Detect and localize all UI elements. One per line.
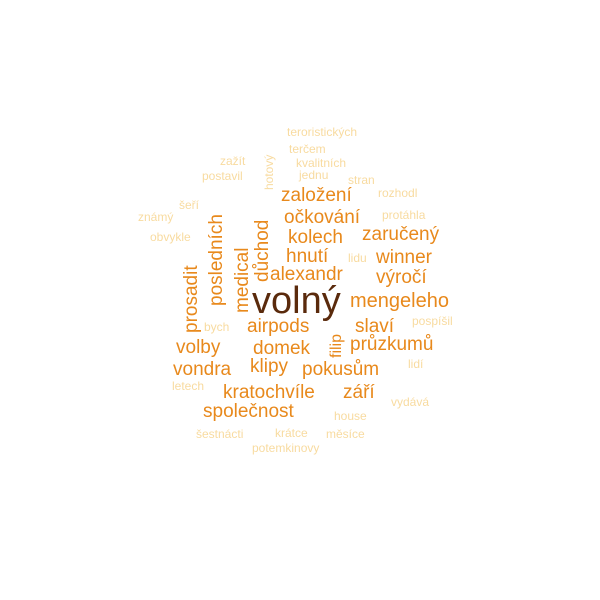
word-tercem: terčem [289,142,326,156]
word-kvalitnich: kvalitních [296,156,347,170]
word-lidu: lidu [348,251,367,265]
word-zalozeni: založení [281,185,352,206]
word-rozhodl: rozhodl [378,186,418,200]
word-zazit: zažít [220,154,246,168]
word-winner: winner [376,247,432,268]
word-prosadit: prosadit [181,265,202,333]
word-obvykle: obvykle [150,230,191,244]
word-vydava: vydává [391,395,430,409]
word-bych: bych [204,320,230,334]
word-vyroci: výročí [376,267,427,288]
word-poslednich: posledních [206,214,227,306]
word-sestnacti: šestnácti [196,427,244,441]
word-mesice: měsíce [326,427,365,441]
word-medical: medical [232,247,253,313]
word-slavi: slaví [355,316,395,337]
word-airpods: airpods [247,316,310,337]
word-volny: volný [252,280,341,322]
word-kratochvile: kratochvíle [223,382,315,403]
word-teroristickych: teroristických [287,125,358,139]
word-house: house [334,409,367,423]
word-pruzkumu: průzkumů [350,334,434,355]
word-domek: domek [253,338,311,359]
word-klipy: klipy [250,356,289,377]
word-lidi: lidí [408,357,424,371]
word-pospisil: pospíšil [412,314,453,328]
word-kratce: krátce [275,426,308,440]
word-volby: volby [176,337,221,358]
word-potemkinovy: potemkinovy [252,441,320,455]
word-vondra: vondra [173,359,232,380]
word-letech: letech [172,379,205,393]
word-hnuti: hnutí [286,246,329,267]
word-protahla: protáhla [382,208,426,222]
word-kolech: kolech [288,227,343,248]
word-zaruceny: zaručený [362,224,440,245]
word-spolecnost: společnost [203,401,294,422]
word-hotovy: hotový [262,154,276,190]
word-pokusum: pokusům [302,359,380,380]
word-stran: stran [348,173,375,187]
word-duchod: důchod [252,219,273,282]
word-alexandr: alexandr [270,264,343,285]
word-znamy: známý [138,210,174,224]
word-ockovani: očkování [284,207,361,228]
word-postavil: postavil [202,169,243,183]
word-mengeleho: mengeleho [350,290,449,312]
word-seri: šeří [179,198,200,212]
word-filip: filip [328,333,345,358]
word-jednu: jednu [299,168,329,182]
word-zari: září [343,382,375,403]
